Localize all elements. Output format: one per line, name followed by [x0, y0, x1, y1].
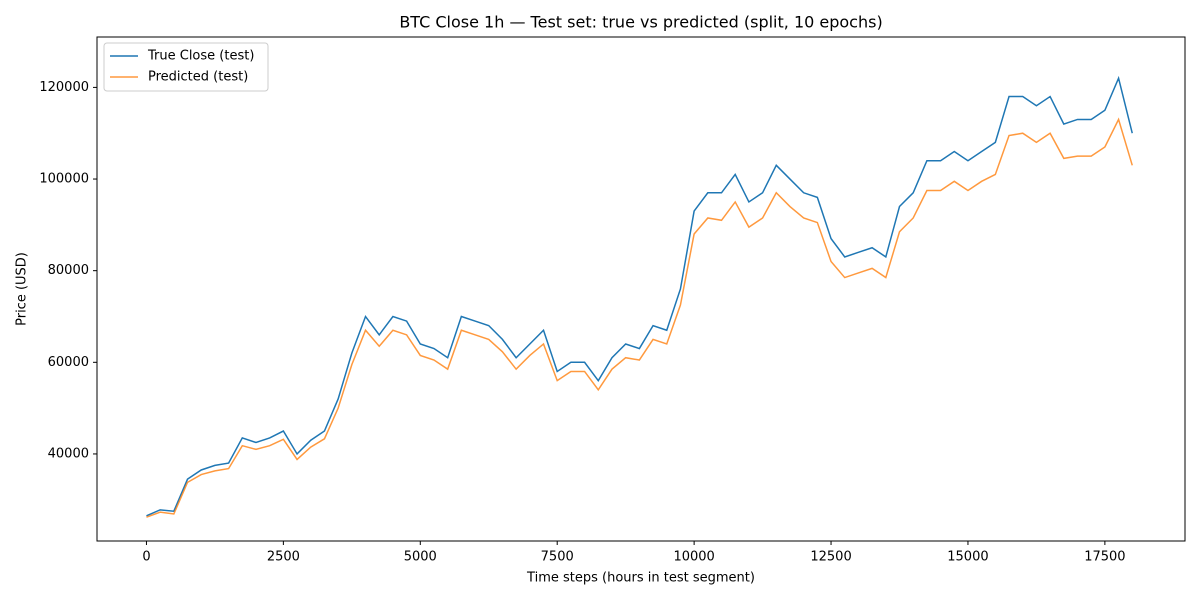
x-tick-label: 5000: [404, 550, 437, 565]
y-tick-label: 40000: [48, 446, 89, 461]
x-axis-label: Time steps (hours in test segment): [526, 571, 755, 586]
series-line: [146, 117, 1133, 518]
x-tick-label: 2500: [267, 550, 300, 565]
y-tick-label: 100000: [39, 172, 89, 187]
legend-label: True Close (test): [147, 49, 254, 64]
y-tick-label: 120000: [39, 80, 89, 95]
chart-title: BTC Close 1h — Test set: true vs predict…: [399, 13, 882, 32]
legend-label: Predicted (test): [148, 70, 248, 85]
x-tick-label: 7500: [541, 550, 574, 565]
y-tick-label: 60000: [48, 355, 89, 370]
plot-frame: [96, 36, 1186, 542]
x-tick-label: 10000: [673, 550, 714, 565]
x-tick-label: 15000: [947, 550, 988, 565]
legend-box: [103, 42, 269, 92]
y-axis-label: Price (USD): [15, 252, 30, 326]
series-line: [146, 75, 1133, 517]
legend: True Close (test) Predicted (test): [103, 42, 269, 92]
x-tick-label: 17500: [1084, 550, 1125, 565]
y-tick-label: 80000: [48, 263, 89, 278]
x-tick-label: 12500: [810, 550, 851, 565]
x-tick-label: 0: [142, 550, 150, 565]
